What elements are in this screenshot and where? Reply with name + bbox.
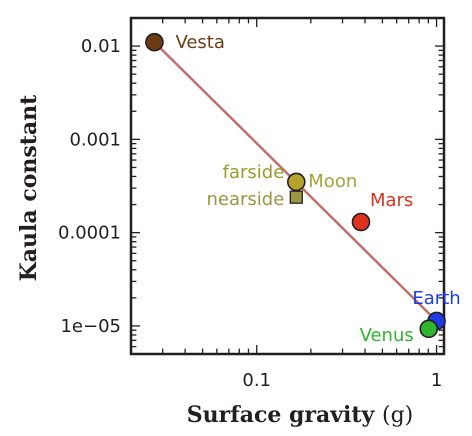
x-axis-title-text: Surface gravity [187,402,376,428]
x-axis-title: Surface gravity (g) [187,402,413,428]
x-tick-label: 1 [431,370,442,391]
y-tick-label: 0.001 [69,129,121,150]
plot-layer: 0.1 1 0.01 0.001 0.0001 1e−05 Vesta farside Moon… [58,16,461,391]
point-nearside [289,190,303,204]
label-venus: Venus [360,325,414,346]
plot-frame [129,16,446,356]
y-tick-label: 0.0001 [58,223,121,244]
svg-text:Surface gravity (g): Surface gravity (g) [187,402,413,428]
point-vesta [145,32,164,52]
point-mars [351,212,371,232]
y-tick-label: 1e−05 [60,316,121,337]
label-earth: Earth [412,288,460,309]
label-vesta: Vesta [175,32,224,53]
point-venus [419,319,439,339]
label-nearside: nearside [206,189,284,210]
label-moon: Moon [308,171,357,192]
label-mars: Mars [370,190,413,211]
point-farside [286,172,306,192]
x-axis-unit: (g) [382,403,413,428]
label-farside: farside [223,162,285,183]
y-tick-label: 0.01 [81,36,121,57]
y-axis-title: Kaula constant [16,94,42,282]
x-tick-label: 0.1 [242,370,271,391]
